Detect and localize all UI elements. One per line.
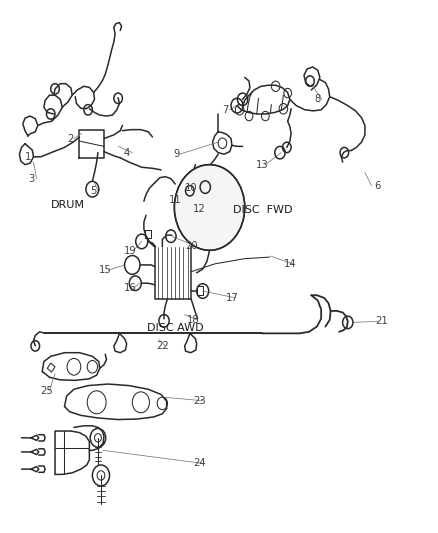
Text: 15: 15 bbox=[99, 265, 112, 275]
Text: 23: 23 bbox=[193, 395, 206, 406]
Text: 8: 8 bbox=[314, 94, 321, 104]
Text: 16: 16 bbox=[124, 284, 137, 294]
Text: 1: 1 bbox=[25, 152, 31, 162]
Text: 10: 10 bbox=[185, 183, 198, 193]
Text: 4: 4 bbox=[124, 148, 130, 158]
Text: 6: 6 bbox=[374, 181, 381, 190]
Text: DRUM: DRUM bbox=[51, 200, 85, 210]
Text: 11: 11 bbox=[169, 195, 182, 205]
Text: 5: 5 bbox=[90, 186, 96, 196]
Text: 22: 22 bbox=[156, 341, 169, 351]
Text: 14: 14 bbox=[283, 259, 296, 269]
Text: 13: 13 bbox=[256, 160, 268, 169]
Text: DISC AWD: DISC AWD bbox=[147, 323, 204, 333]
Text: 2: 2 bbox=[68, 134, 74, 143]
Text: 18: 18 bbox=[187, 315, 200, 325]
Text: 12: 12 bbox=[193, 204, 206, 214]
Text: 9: 9 bbox=[173, 149, 179, 159]
Circle shape bbox=[174, 165, 245, 251]
Text: 3: 3 bbox=[28, 174, 35, 184]
Text: 17: 17 bbox=[226, 293, 238, 303]
Text: 24: 24 bbox=[193, 458, 206, 469]
Text: 25: 25 bbox=[40, 386, 53, 396]
Text: 20: 20 bbox=[185, 240, 198, 251]
Text: DISC  FWD: DISC FWD bbox=[233, 205, 293, 215]
Text: 19: 19 bbox=[124, 246, 137, 256]
Text: 7: 7 bbox=[222, 105, 229, 115]
Text: 21: 21 bbox=[375, 317, 388, 326]
